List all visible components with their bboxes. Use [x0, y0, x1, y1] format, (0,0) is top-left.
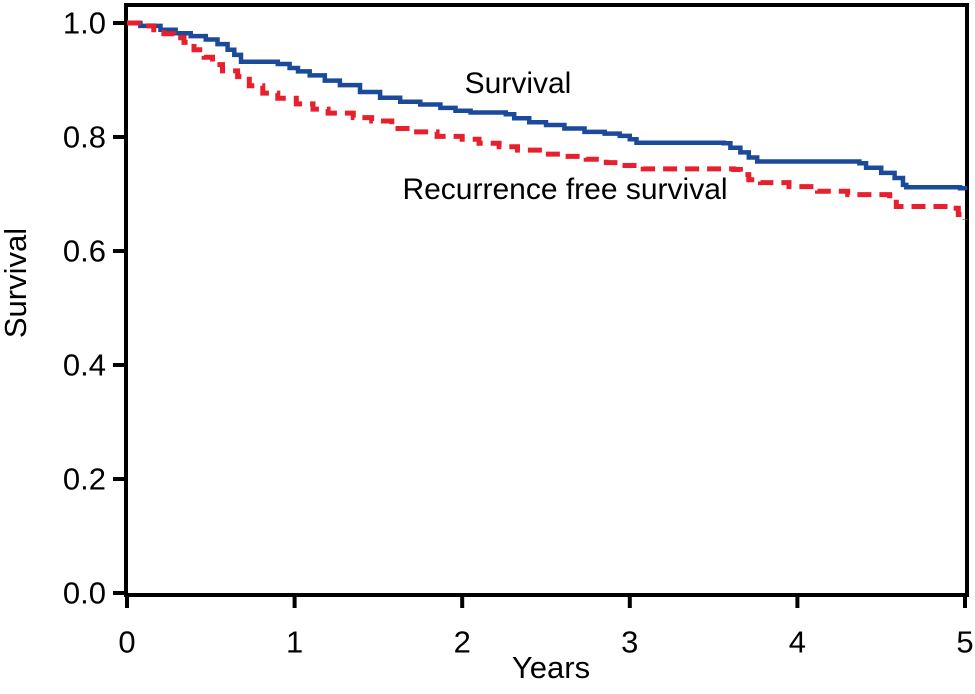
x-tick-label: 2 [454, 624, 471, 659]
series-label-survival: Survival [464, 67, 572, 100]
x-tick-label: 3 [621, 624, 638, 659]
x-tick-label: 5 [956, 624, 973, 659]
series-label-recurrence-free-survival: Recurrence free survival [402, 173, 728, 206]
y-tick-label: 0.4 [63, 348, 106, 383]
series-line-survival [127, 20, 968, 191]
y-tick-label: 0.2 [63, 462, 106, 497]
y-tick-label: 0.0 [63, 576, 106, 611]
y-tick-label: 0.8 [63, 120, 106, 155]
x-tick-label: 1 [286, 624, 303, 659]
plot-border [124, 3, 969, 597]
y-tick-label: 0.6 [63, 234, 106, 269]
series-line-recurrence-free-survival [127, 20, 968, 220]
x-tick-label: 0 [118, 624, 135, 659]
y-axis-title: Survival [0, 227, 33, 339]
y-tick-label: 1.0 [63, 6, 106, 41]
x-axis-title: Years [511, 650, 591, 685]
x-tick-label: 4 [789, 624, 806, 659]
